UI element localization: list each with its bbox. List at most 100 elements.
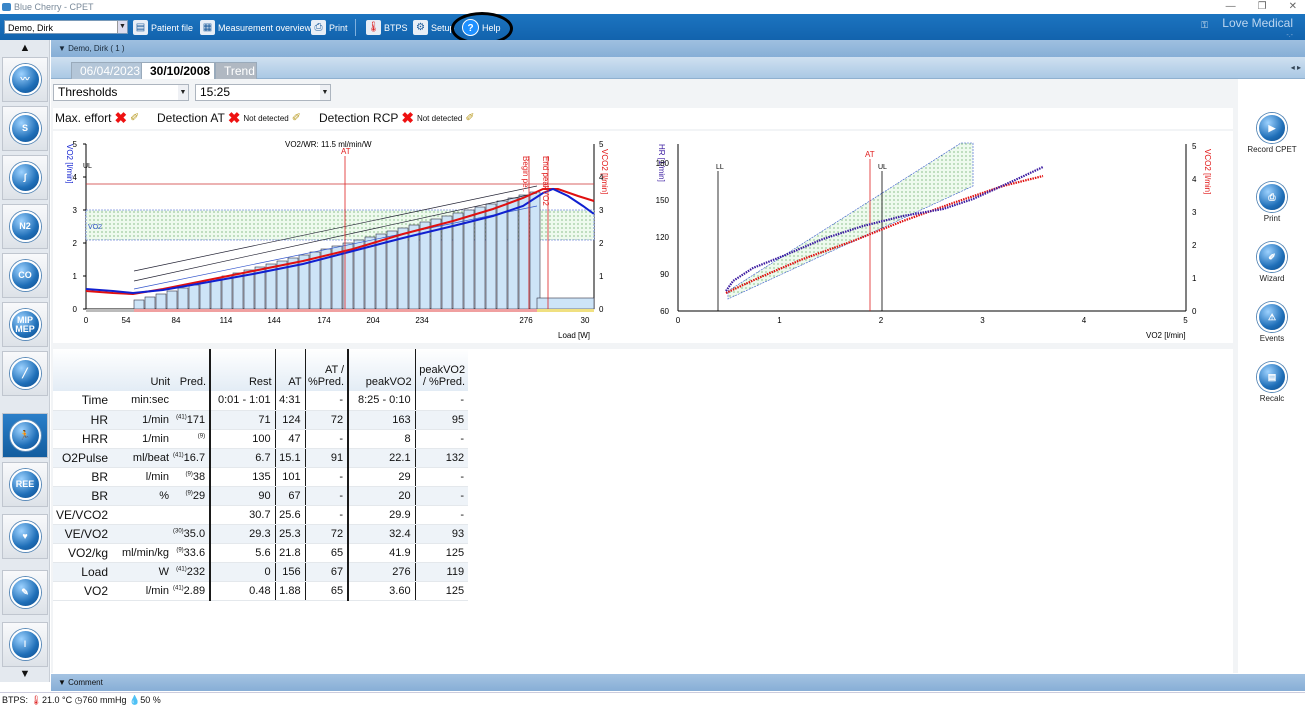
peak-pred-cell: 119: [414, 562, 469, 582]
module-ree-button[interactable]: REE: [2, 462, 48, 507]
key-icon: ⚿: [1201, 20, 1208, 30]
rest-cell: 71: [209, 410, 276, 430]
pred-cell: (41)232: [173, 562, 211, 582]
events-label: Events: [1259, 334, 1285, 343]
peak-pred-cell: -: [414, 505, 469, 525]
module-sensor-button[interactable]: ǀ: [2, 622, 48, 667]
chart2-y-tick: 120: [656, 233, 670, 242]
load-bar: [199, 281, 211, 310]
rest-cell: 6.7: [209, 448, 276, 468]
chart2-y2-tick: 3: [1192, 208, 1197, 217]
pred-cell: [173, 391, 211, 411]
restore-icon[interactable]: ❐: [1257, 1, 1267, 12]
view-select[interactable]: Thresholds ▼: [53, 84, 189, 101]
module-wave-button[interactable]: 〰: [2, 57, 48, 102]
tab-trend[interactable]: Trend: [215, 62, 257, 79]
overview-icon: ▦: [200, 20, 215, 35]
row-label: VE/VCO2: [53, 505, 113, 525]
chevron-down-icon[interactable]: ▼: [320, 85, 330, 100]
chevron-down-icon[interactable]: ▼: [117, 21, 127, 33]
load-bar: [155, 293, 167, 310]
module-mip-mep-button[interactable]: MIP MEP: [2, 302, 48, 347]
pred-cell: (41)16.7: [173, 448, 211, 468]
chart2-left-axis-label: HR [1/min]: [657, 144, 666, 182]
recalc-button[interactable]: ▤ Recalc: [1239, 362, 1305, 403]
charts-svg[interactable]: VO2 UL AT Begin pe.. End peakVO2 VO2/WR:…: [53, 131, 1233, 343]
module-tools-button[interactable]: ✎: [2, 570, 48, 615]
row-label: VE/VO2: [53, 524, 113, 544]
pred-value: 33.6: [183, 546, 206, 559]
chart1-x-tick: 114: [220, 316, 233, 325]
btps-button[interactable]: 🌡 BTPS: [366, 19, 408, 36]
wand-icon[interactable]: ✐: [465, 112, 475, 124]
co-icon: CO: [9, 260, 41, 291]
wizard-label: Wizard: [1259, 274, 1285, 283]
chart1-y-tick: 0: [73, 305, 78, 314]
detection-rcp-label: Detection RCP: [319, 111, 399, 125]
table-body: Time min:sec 0:01 - 1:01 4:31-8:25 - 0:10- H…: [53, 391, 469, 601]
patient-select[interactable]: Demo, Dirk ▼: [4, 20, 128, 34]
module-loop-button[interactable]: S: [2, 106, 48, 151]
at-cell: 156: [274, 562, 306, 582]
hr-scatter: [725, 166, 1044, 292]
chart2-x-tick: 2: [879, 316, 884, 325]
module-slope-button[interactable]: ╱: [2, 351, 48, 396]
comment-label: Comment: [68, 678, 103, 687]
module-curve-button[interactable]: ∫: [2, 155, 48, 200]
module-cpet-button[interactable]: 🏃: [2, 413, 48, 458]
print-button[interactable]: ⎙ Print: [311, 19, 348, 36]
begin-peak-label: Begin pe..: [521, 156, 530, 192]
module-n2-button[interactable]: N2: [2, 204, 48, 249]
tab-current-session[interactable]: 30/10/2008: [141, 62, 215, 79]
at-cell: 15.1: [274, 448, 306, 468]
chevron-down-icon[interactable]: ▼: [178, 85, 188, 100]
load-bar: [507, 197, 519, 310]
measurement-overview-button[interactable]: ▦ Measurement overview: [200, 19, 311, 36]
chart2-right-axis-label: VCO2 [l/min]: [1203, 149, 1212, 194]
at-pred-cell: 65: [304, 581, 349, 601]
rest-cell: 0: [209, 562, 276, 582]
scroll-up-arrow-icon[interactable]: ▲: [19, 42, 31, 54]
trend-line-2: [133, 192, 538, 282]
cross-icon[interactable]: ✖: [114, 110, 128, 127]
module-co-button[interactable]: CO: [2, 253, 48, 298]
patient-header[interactable]: ▼ Demo, Dirk ( 1 ): [51, 40, 1305, 57]
row-label: VO2/kg: [53, 543, 113, 563]
tab-scroll-arrows-icon[interactable]: ◂ ▸: [1290, 63, 1301, 72]
patient-file-button[interactable]: ▤ Patient file: [133, 19, 193, 36]
cross-icon[interactable]: ✖: [227, 110, 241, 127]
collapse-icon[interactable]: ▼: [58, 44, 69, 53]
rest-cell: 0.48: [209, 581, 276, 601]
module-heart-button[interactable]: ♥: [2, 514, 48, 559]
chart1-y2-tick: 1: [599, 272, 604, 281]
setup-button[interactable]: ⚙ Setup: [413, 19, 455, 36]
comment-bar[interactable]: ▼ Comment: [51, 674, 1305, 691]
chart1-x-tick: 84: [172, 316, 181, 325]
right-print-button[interactable]: ⎙ Print: [1239, 182, 1305, 223]
session-tabs: 06/04/2023 30/10/2008 Trend ◂ ▸: [51, 57, 1305, 79]
row-label: BR: [53, 486, 113, 506]
wand-icon[interactable]: ✐: [291, 112, 301, 124]
wand-icon[interactable]: ✐: [130, 112, 140, 124]
wizard-button[interactable]: ✐ Wizard: [1239, 242, 1305, 283]
collapse-icon[interactable]: ▼: [58, 678, 69, 687]
vo2-load-chart: VO2 UL AT Begin pe.. End peakVO2 VO2/WR:…: [65, 140, 609, 340]
header-peak: peakVO2: [347, 349, 416, 391]
chart1-y2-tick: 3: [599, 206, 604, 215]
load-bar: [452, 212, 464, 310]
peak-pred-cell: -: [414, 467, 469, 487]
events-icon: ⚠: [1257, 302, 1287, 332]
minimize-icon[interactable]: —: [1225, 1, 1236, 12]
events-button[interactable]: ⚠ Events: [1239, 302, 1305, 343]
record-cpet-button[interactable]: ▶ Record CPET: [1239, 113, 1305, 154]
printer-icon: ⎙: [311, 20, 326, 35]
status-temperature: 21.0 °C: [41, 695, 73, 705]
close-icon[interactable]: ✕: [1288, 1, 1297, 12]
peak-cell: 29: [347, 467, 416, 487]
cross-icon[interactable]: ✖: [401, 110, 414, 127]
sensor-icon: ǀ: [9, 629, 41, 660]
time-select[interactable]: 15:25 ▼: [195, 84, 331, 101]
scroll-down-arrow-icon[interactable]: ▼: [19, 668, 31, 680]
chart2-x-tick: 3: [980, 316, 985, 325]
tab-previous-session[interactable]: 06/04/2023: [71, 62, 147, 79]
